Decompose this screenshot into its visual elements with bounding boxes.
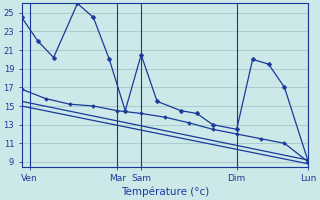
X-axis label: Température (°c): Température (°c) — [121, 186, 209, 197]
